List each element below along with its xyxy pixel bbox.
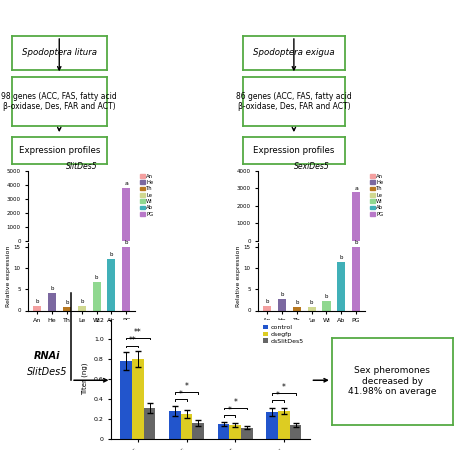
Bar [92,282,100,310]
Text: 98 genes (ACC, FAS, fatty acid
β-oxidase, Des, FAR and ACT): 98 genes (ACC, FAS, fatty acid β-oxidase… [1,91,117,111]
Bar [78,306,86,310]
Text: Spodoptera exigua: Spodoptera exigua [253,49,335,57]
Text: **: ** [134,328,142,337]
Bar [132,359,144,439]
Bar [218,424,229,439]
Bar [107,259,116,310]
Text: **: ** [128,336,136,345]
Bar [120,361,132,439]
Bar [33,306,41,310]
Text: *: * [282,383,286,392]
Legend: An, He, Th, Le, Wi, Ab, PG: An, He, Th, Le, Wi, Ab, PG [140,174,153,216]
Text: 86 genes (ACC, FAS, fatty acid
β-oxidase, Des, FAR and ACT): 86 genes (ACC, FAS, fatty acid β-oxidase… [236,91,352,111]
Bar [266,412,278,439]
Bar [63,307,71,310]
Text: b: b [325,294,328,299]
Text: b: b [280,292,284,297]
Text: b: b [310,300,313,305]
Text: b: b [50,286,54,291]
Text: Sex pheromones
decreased by
41.98% on average: Sex pheromones decreased by 41.98% on av… [348,366,437,396]
Bar [48,293,56,310]
Bar [144,408,155,439]
Legend: control, dsegfp, dsSIitDes5: control, dsegfp, dsSIitDes5 [264,325,303,344]
Y-axis label: Relative expression: Relative expression [6,246,11,307]
Bar [337,262,346,310]
Text: RNAi: RNAi [34,351,61,361]
Text: *: * [233,398,237,407]
Bar [293,307,301,310]
Text: b: b [65,300,69,305]
Bar [290,425,301,439]
Text: b: b [339,255,343,260]
Bar [278,299,286,310]
Bar [308,307,316,310]
Text: *: * [179,390,182,399]
Text: Expression profiles: Expression profiles [18,146,100,155]
Text: b: b [295,300,299,305]
Bar [192,423,204,439]
Bar [229,425,241,439]
Text: b: b [80,299,83,304]
Text: b: b [95,275,98,280]
Text: b: b [265,299,269,304]
Bar [322,301,330,310]
Title: SexiDes5: SexiDes5 [294,162,329,171]
Text: *: * [276,391,280,400]
Bar [122,247,130,310]
Legend: An, He, Th, Le, Wi, Ab, PG: An, He, Th, Le, Wi, Ab, PG [370,174,383,216]
Text: a: a [354,185,358,190]
Text: b: b [355,240,358,245]
Text: *: * [185,382,189,392]
Y-axis label: Titer (ng): Titer (ng) [82,363,88,396]
Y-axis label: Relative expression: Relative expression [236,246,241,307]
Bar [352,247,360,310]
Bar [263,306,271,310]
Bar [169,411,181,439]
Bar [352,192,360,241]
Text: b: b [125,240,128,245]
Text: Expression profiles: Expression profiles [253,146,335,155]
Text: SlitDes5: SlitDes5 [27,367,68,377]
Bar [122,188,130,241]
Text: b: b [36,299,39,304]
Text: a: a [124,181,128,186]
Text: b: b [109,252,113,257]
Bar [278,411,290,439]
Title: SlitDes5: SlitDes5 [66,162,98,171]
Text: *: * [228,406,231,415]
Bar [181,414,192,439]
Bar [241,428,253,439]
Text: Spodoptera litura: Spodoptera litura [22,49,97,57]
